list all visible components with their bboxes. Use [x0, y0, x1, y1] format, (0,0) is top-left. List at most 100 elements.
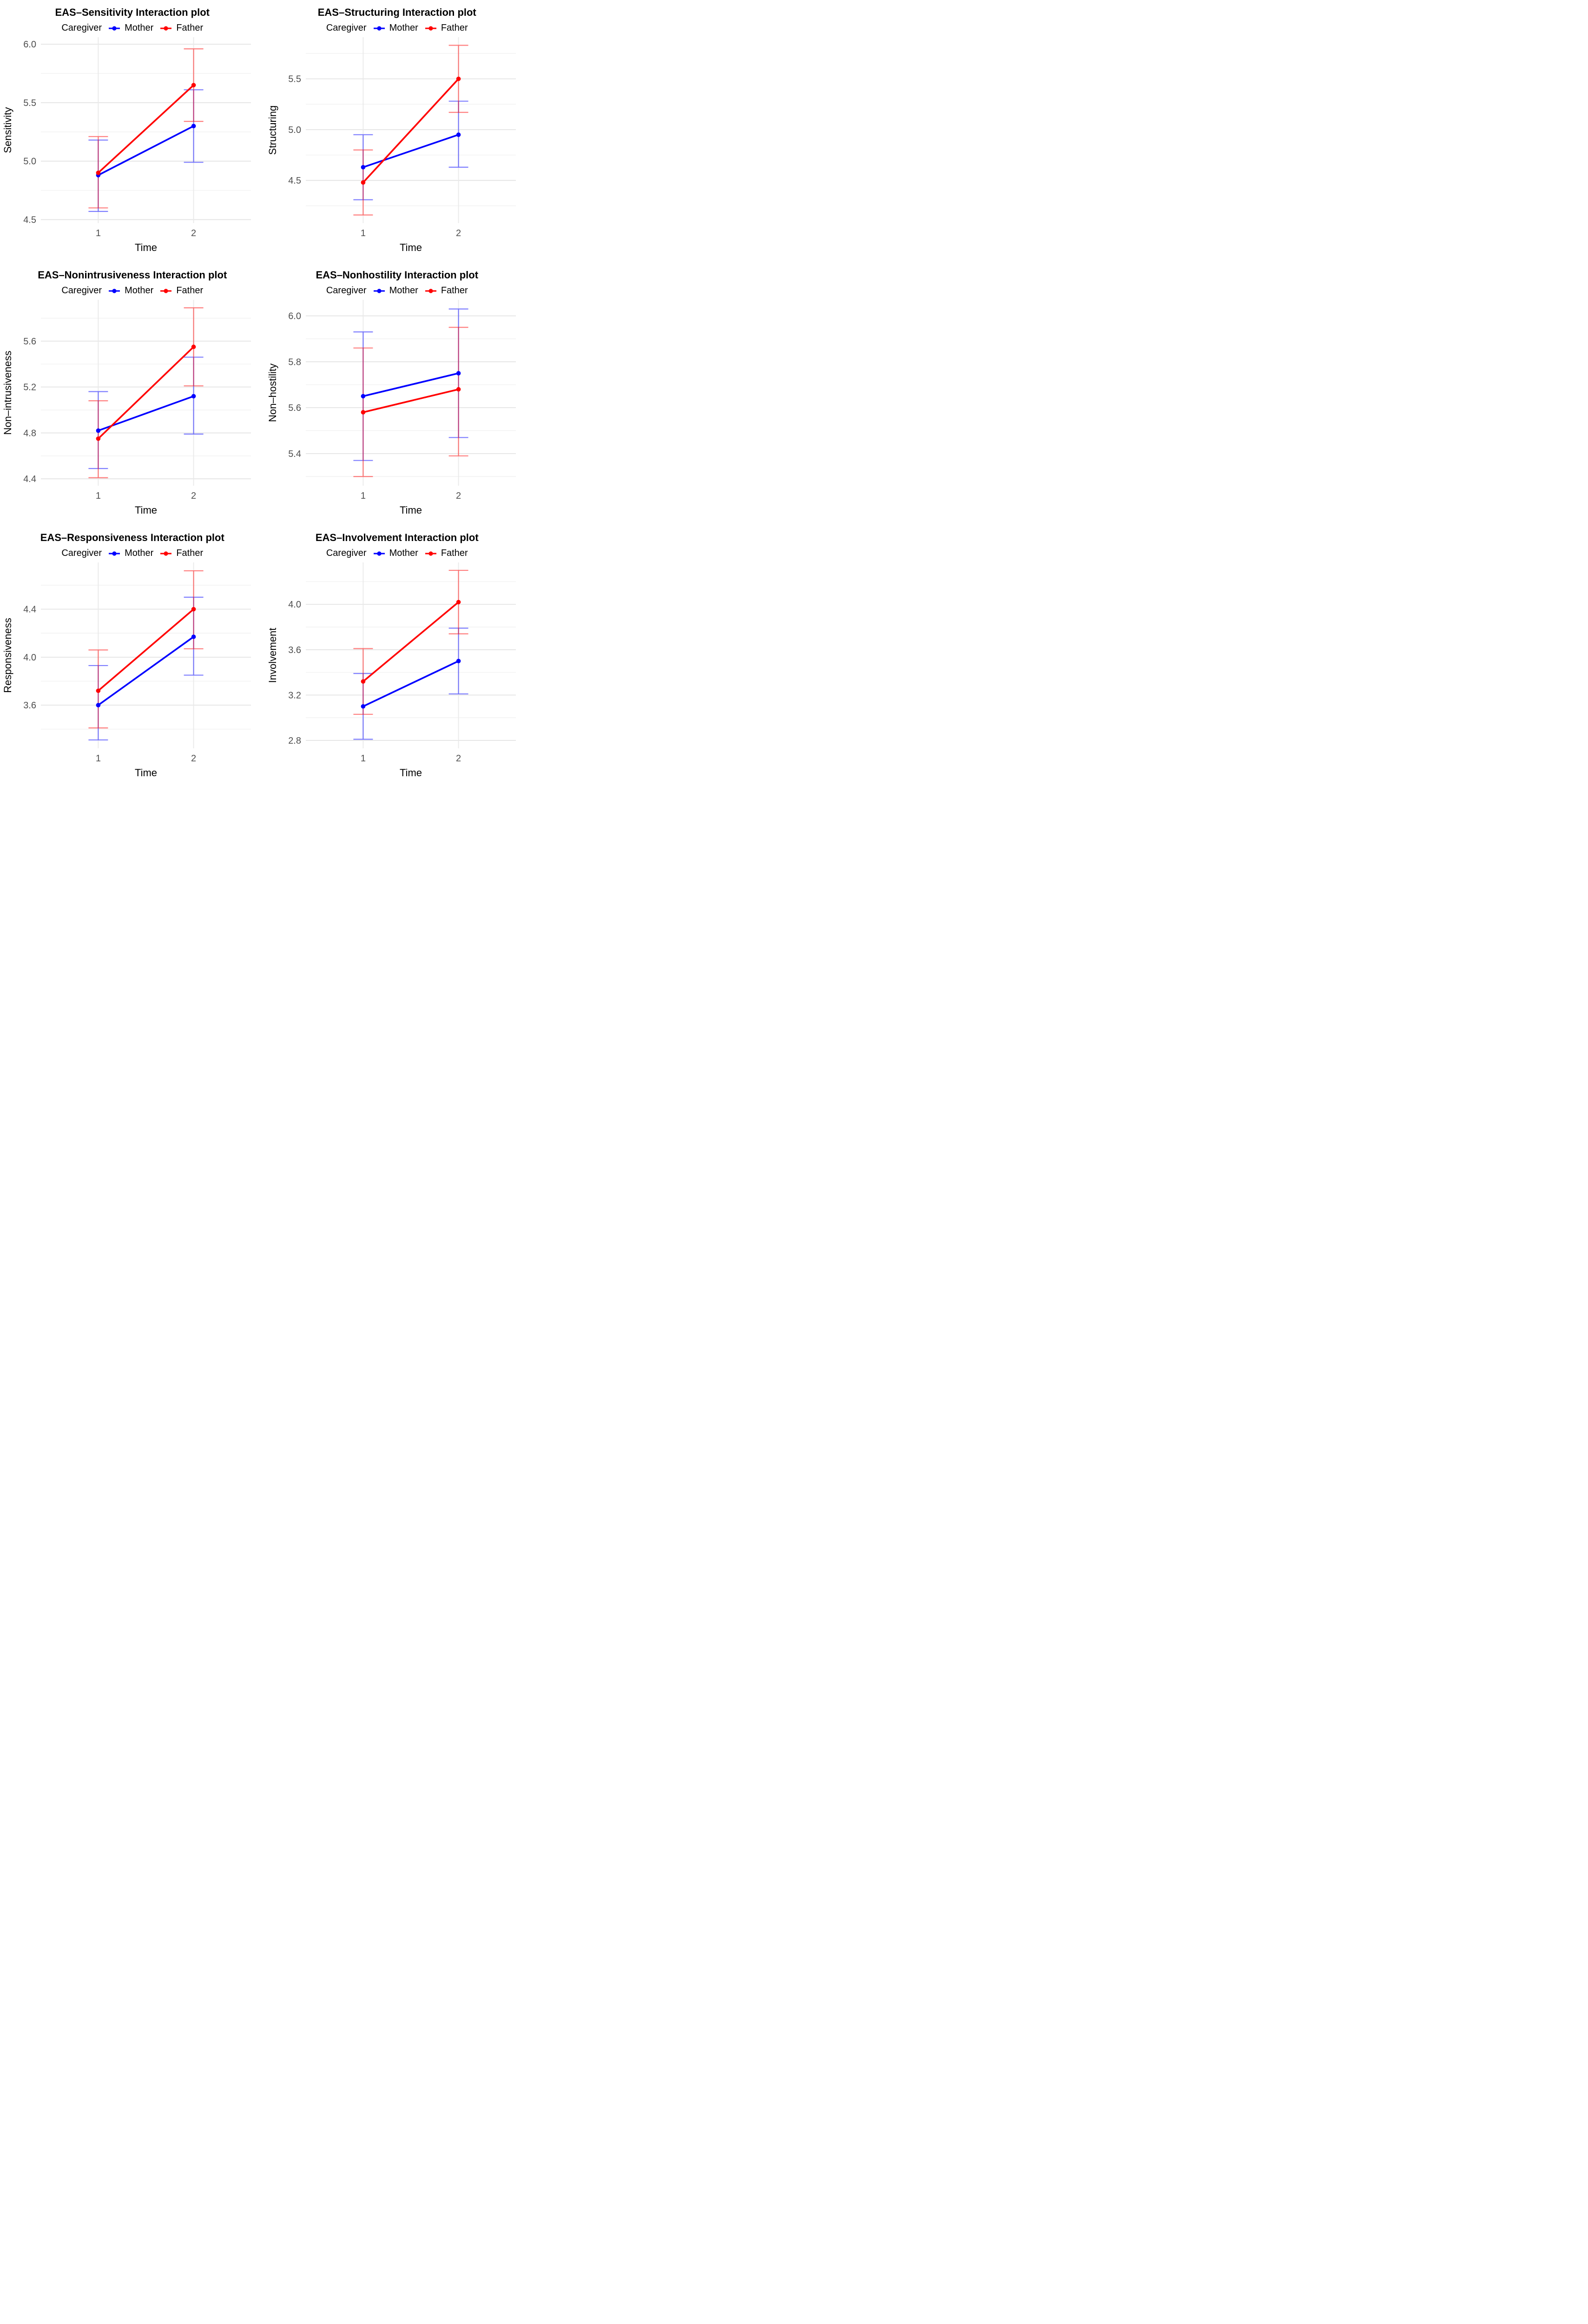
y-axis-title: Responsiveness — [2, 618, 13, 693]
data-point-mother-t2 — [456, 132, 461, 137]
x-tick-label: 1 — [361, 753, 366, 764]
series-line-mother — [362, 660, 459, 707]
legend-label-mother: Mother — [389, 23, 418, 33]
data-point-mother-t1 — [361, 704, 365, 709]
legend-key-point — [112, 551, 117, 556]
series-line-father — [362, 601, 459, 682]
legend-item-father: Father — [159, 23, 203, 33]
legend-item-mother: Mother — [372, 23, 418, 33]
legend-title: Caregiver — [326, 23, 367, 33]
data-point-mother-t2 — [456, 371, 461, 376]
chart-legend: Caregiver Mother Father — [326, 548, 468, 559]
data-point-mother-t2 — [191, 124, 196, 128]
x-tick-label: 2 — [456, 753, 461, 764]
legend-item-mother: Mother — [107, 548, 153, 559]
legend-key-point — [164, 288, 168, 293]
legend-key-point — [164, 551, 168, 556]
chart-title: EAS–Nonhostility Interaction plot — [316, 269, 479, 281]
legend-label-father: Father — [176, 548, 204, 558]
legend-label-father: Father — [441, 23, 468, 33]
data-point-mother-t2 — [191, 394, 196, 399]
legend-item-father: Father — [159, 285, 203, 296]
y-tick-label: 4.5 — [23, 215, 36, 225]
y-axis-title: Non–hostility — [267, 363, 278, 422]
father-pointrange-icon — [160, 551, 172, 556]
father-pointrange-icon — [425, 26, 436, 31]
x-tick-label: 2 — [191, 228, 196, 238]
y-tick-label: 5.0 — [23, 157, 36, 167]
chart-title: EAS–Structuring Interaction plot — [317, 7, 476, 18]
legend-label-father: Father — [441, 548, 468, 558]
interaction-plot-5: EAS–Responsiveness Interaction plot Care… — [0, 525, 265, 788]
legend-title: Caregiver — [326, 548, 367, 558]
x-tick-label: 2 — [456, 491, 461, 501]
x-axis-title: Time — [135, 504, 157, 516]
legend-key-point — [428, 26, 433, 31]
x-tick-label: 2 — [191, 753, 196, 764]
chart-legend: Caregiver Mother Father — [61, 285, 203, 296]
y-tick-label: 5.6 — [288, 403, 301, 413]
mother-pointrange-icon — [109, 551, 120, 556]
series-line-father — [362, 78, 459, 183]
data-point-father-t1 — [96, 688, 101, 693]
data-point-father-t1 — [361, 679, 365, 684]
data-point-mother-t1 — [361, 165, 365, 170]
legend-label-mother: Mother — [389, 548, 418, 558]
series-line-mother — [362, 134, 459, 168]
x-tick-label: 2 — [191, 491, 196, 501]
x-axis-title: Time — [400, 504, 422, 516]
mother-pointrange-icon — [373, 26, 385, 31]
legend-key-point — [428, 551, 433, 556]
legend-label-father: Father — [176, 23, 204, 33]
series-line-mother — [362, 372, 459, 397]
data-point-father-t1 — [96, 171, 101, 175]
father-pointrange-icon — [425, 551, 436, 556]
y-tick-label: 5.5 — [288, 74, 301, 85]
data-point-father-t1 — [96, 436, 101, 441]
chart-title: EAS–Involvement Interaction plot — [315, 532, 479, 543]
series-line-mother — [98, 636, 194, 706]
x-axis-title: Time — [135, 767, 157, 779]
series-line-father — [362, 388, 459, 413]
data-point-father-t2 — [456, 387, 461, 392]
plots-grid: EAS–Sensitivity Interaction plot Caregiv… — [0, 0, 529, 788]
y-tick-label: 4.4 — [23, 474, 36, 484]
legend-label-mother: Mother — [125, 285, 154, 296]
x-tick-label: 1 — [361, 228, 366, 238]
legend-item-father: Father — [424, 285, 468, 296]
legend-key-point — [376, 26, 382, 31]
error-bars-father — [353, 327, 468, 477]
legend-key-point — [376, 551, 382, 556]
data-point-father-t2 — [191, 83, 196, 87]
y-tick-label: 5.4 — [288, 449, 301, 459]
series-line-father — [98, 346, 195, 440]
chart-title: EAS–Nonintrusiveness Interaction plot — [38, 269, 227, 281]
y-axis-title: Non–intrusiveness — [2, 351, 13, 435]
plot-canvas: 3.6 4.0 4.4 1 2 Time Responsiveness — [2, 562, 251, 779]
x-tick-label: 1 — [96, 753, 101, 764]
chart-title: EAS–Responsiveness Interaction plot — [40, 532, 224, 543]
plot-canvas: 2.8 3.2 3.6 4.0 1 2 Time Involvement — [267, 562, 516, 779]
y-tick-label: 5.5 — [23, 98, 36, 108]
legend-title: Caregiver — [61, 548, 102, 558]
legend-item-mother: Mother — [372, 548, 418, 559]
y-tick-label: 4.5 — [288, 176, 301, 186]
legend-item-father: Father — [159, 548, 203, 559]
mother-pointrange-icon — [109, 288, 120, 293]
father-pointrange-icon — [160, 26, 172, 31]
mother-pointrange-icon — [373, 551, 385, 556]
legend-title: Caregiver — [61, 23, 102, 33]
y-tick-label: 4.0 — [23, 653, 36, 663]
chart-legend: Caregiver Mother Father — [326, 285, 468, 296]
y-tick-label: 3.6 — [23, 700, 36, 711]
series-line-mother — [98, 125, 194, 176]
legend-label-father: Father — [441, 285, 468, 296]
interaction-plot-6: EAS–Involvement Interaction plot Caregiv… — [265, 525, 530, 788]
chart-title: EAS–Sensitivity Interaction plot — [55, 7, 210, 18]
error-bars-mother — [88, 596, 204, 741]
data-point-mother-t1 — [361, 394, 365, 399]
chart-legend: Caregiver Mother Father — [61, 23, 203, 33]
plot-canvas: 4.4 4.8 5.2 5.6 1 2 Time Non–intrusiveness — [2, 300, 251, 516]
y-tick-label: 4.8 — [23, 428, 36, 438]
legend-item-mother: Mother — [107, 23, 153, 33]
